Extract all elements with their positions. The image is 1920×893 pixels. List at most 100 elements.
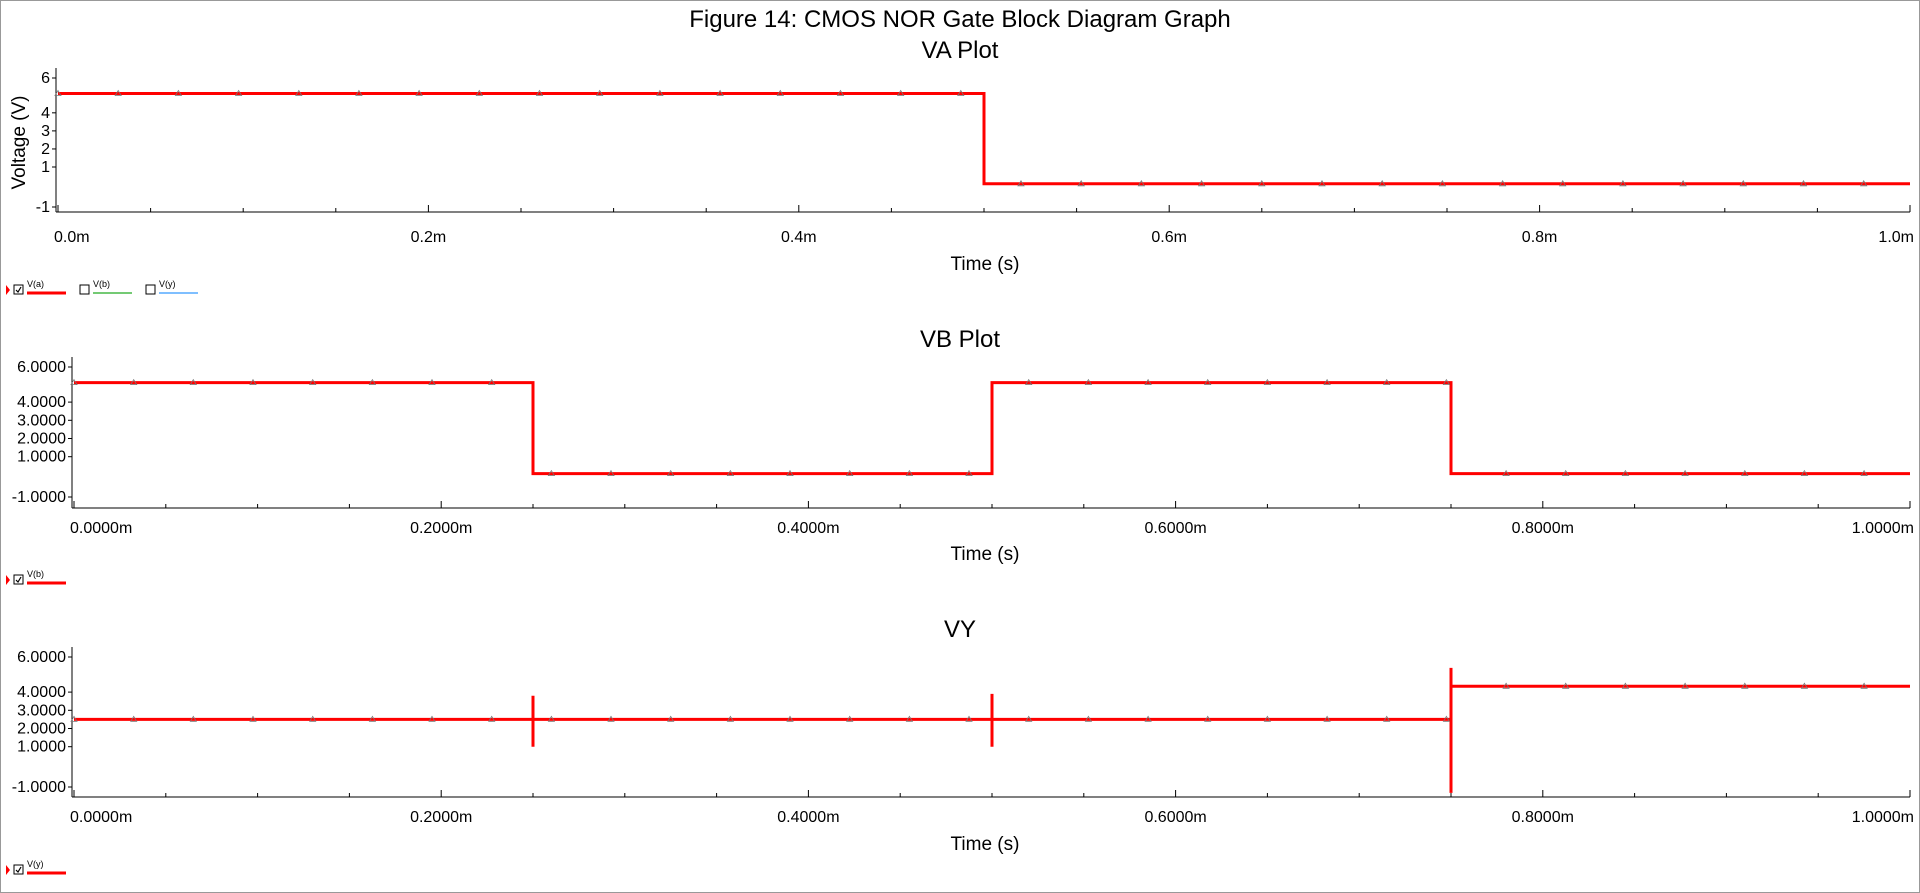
x-tick-label: 1.0000m [1852, 809, 1914, 826]
data-marker [129, 715, 138, 722]
data-marker [845, 715, 854, 722]
legend-handle-marker [6, 285, 10, 295]
data-marker [1378, 180, 1386, 187]
data-marker [1144, 715, 1152, 722]
y-tick-label: 6.0000 [17, 359, 66, 376]
data-marker [595, 89, 604, 96]
data-marker [786, 715, 794, 722]
legend-label: V(y) [159, 279, 176, 289]
data-marker [487, 378, 496, 385]
data-marker [1619, 180, 1627, 187]
data-marker [1442, 715, 1451, 722]
data-marker [1203, 715, 1212, 722]
data-marker [1084, 378, 1093, 385]
data-marker [295, 89, 303, 96]
legend-label: V(b) [27, 569, 44, 579]
x-tick-label: 0.6000m [1144, 520, 1206, 537]
data-marker [1144, 378, 1152, 385]
data-marker [1800, 469, 1809, 476]
data-marker [1258, 180, 1266, 187]
y-tick-label: 6.0000 [17, 649, 66, 666]
x-tick-label: 0.6m [1151, 229, 1187, 246]
data-marker [666, 469, 675, 476]
y-tick-label: 3.0000 [17, 702, 66, 719]
data-marker [1741, 469, 1749, 476]
data-marker [716, 89, 724, 96]
x-tick-label: 1.0m [1878, 229, 1914, 246]
legend-checkbox [13, 574, 24, 585]
data-marker [1558, 180, 1567, 187]
data-marker [249, 715, 257, 722]
data-marker [1681, 469, 1689, 476]
chart-title: VY [944, 616, 976, 643]
data-marker [1084, 715, 1093, 722]
data-marker [1681, 682, 1689, 689]
y-tick-label: -1.0000 [12, 779, 66, 796]
y-tick-label: 4 [41, 105, 50, 122]
y-tick-label: 3.0000 [17, 412, 66, 429]
chart-title: VA Plot [922, 37, 999, 64]
y-tick-label: -1.0000 [12, 489, 66, 506]
data-marker [905, 469, 914, 476]
data-marker [1024, 715, 1033, 722]
x-tick-label: 0.4000m [777, 520, 839, 537]
data-marker [54, 89, 62, 96]
data-marker [355, 89, 363, 96]
legend-item-V(b)[interactable]: V(b) [79, 279, 132, 295]
data-marker [1621, 682, 1630, 689]
data-marker [1498, 180, 1507, 187]
data-marker [726, 715, 735, 722]
legend-item-V(a)[interactable]: V(a) [13, 279, 66, 295]
x-axis-label: Time (s) [951, 254, 1020, 275]
data-marker [1077, 180, 1085, 187]
data-marker [308, 378, 317, 385]
figure-title: Figure 14: CMOS NOR Gate Block Diagram G… [689, 6, 1231, 33]
data-marker [1561, 682, 1570, 689]
y-tick-label: 3 [41, 123, 50, 140]
x-tick-label: 0.2000m [410, 809, 472, 826]
legend-label: V(a) [27, 279, 44, 289]
data-marker [1741, 682, 1749, 689]
data-marker [1263, 378, 1272, 385]
data-marker [1263, 715, 1272, 722]
x-tick-label: 0.2000m [410, 520, 472, 537]
data-marker [70, 715, 78, 722]
legend-item-V(b)[interactable]: V(b) [13, 569, 66, 585]
x-tick-label: 0.0000m [70, 520, 132, 537]
x-tick-label: 0.2m [411, 229, 447, 246]
data-marker [965, 469, 973, 476]
data-marker [70, 378, 78, 385]
data-marker [1859, 180, 1868, 187]
y-tick-label: -1 [36, 199, 50, 216]
data-marker [1739, 180, 1748, 187]
checkmark-icon [15, 286, 22, 293]
data-marker [965, 715, 973, 722]
y-axis-label: Voltage (V) [9, 96, 30, 190]
data-marker [836, 89, 845, 96]
data-marker [957, 89, 965, 96]
legend-item-V(y)[interactable]: V(y) [13, 859, 66, 875]
legend-item-V(y)[interactable]: V(y) [145, 279, 198, 295]
x-axis-label: Time (s) [951, 544, 1020, 565]
data-marker [174, 89, 183, 96]
data-marker [1197, 180, 1206, 187]
legend-checkbox [13, 864, 24, 875]
chart-panel-3: VY6.00004.00003.00002.00001.0000-1.00000… [6, 616, 1914, 875]
legend-label: V(b) [93, 279, 110, 289]
data-marker [1438, 180, 1447, 187]
data-marker [415, 89, 423, 96]
data-marker [607, 469, 615, 476]
x-tick-label: 0.8000m [1512, 520, 1574, 537]
data-marker [1024, 378, 1033, 385]
x-tick-label: 0.4000m [777, 809, 839, 826]
y-tick-label: 1 [41, 159, 50, 176]
x-tick-label: 0.8m [1522, 229, 1558, 246]
data-marker [607, 715, 615, 722]
data-marker [1323, 378, 1331, 385]
data-marker [1799, 180, 1808, 187]
